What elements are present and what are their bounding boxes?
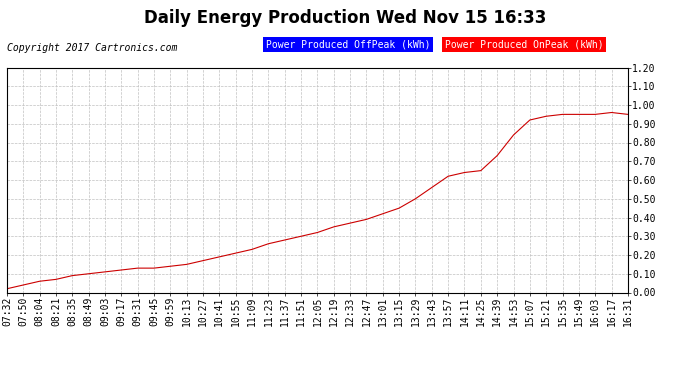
Text: Copyright 2017 Cartronics.com: Copyright 2017 Cartronics.com: [7, 43, 177, 53]
Text: Power Produced OffPeak (kWh): Power Produced OffPeak (kWh): [266, 39, 430, 50]
Text: Daily Energy Production Wed Nov 15 16:33: Daily Energy Production Wed Nov 15 16:33: [144, 9, 546, 27]
Text: Power Produced OnPeak (kWh): Power Produced OnPeak (kWh): [445, 39, 604, 50]
